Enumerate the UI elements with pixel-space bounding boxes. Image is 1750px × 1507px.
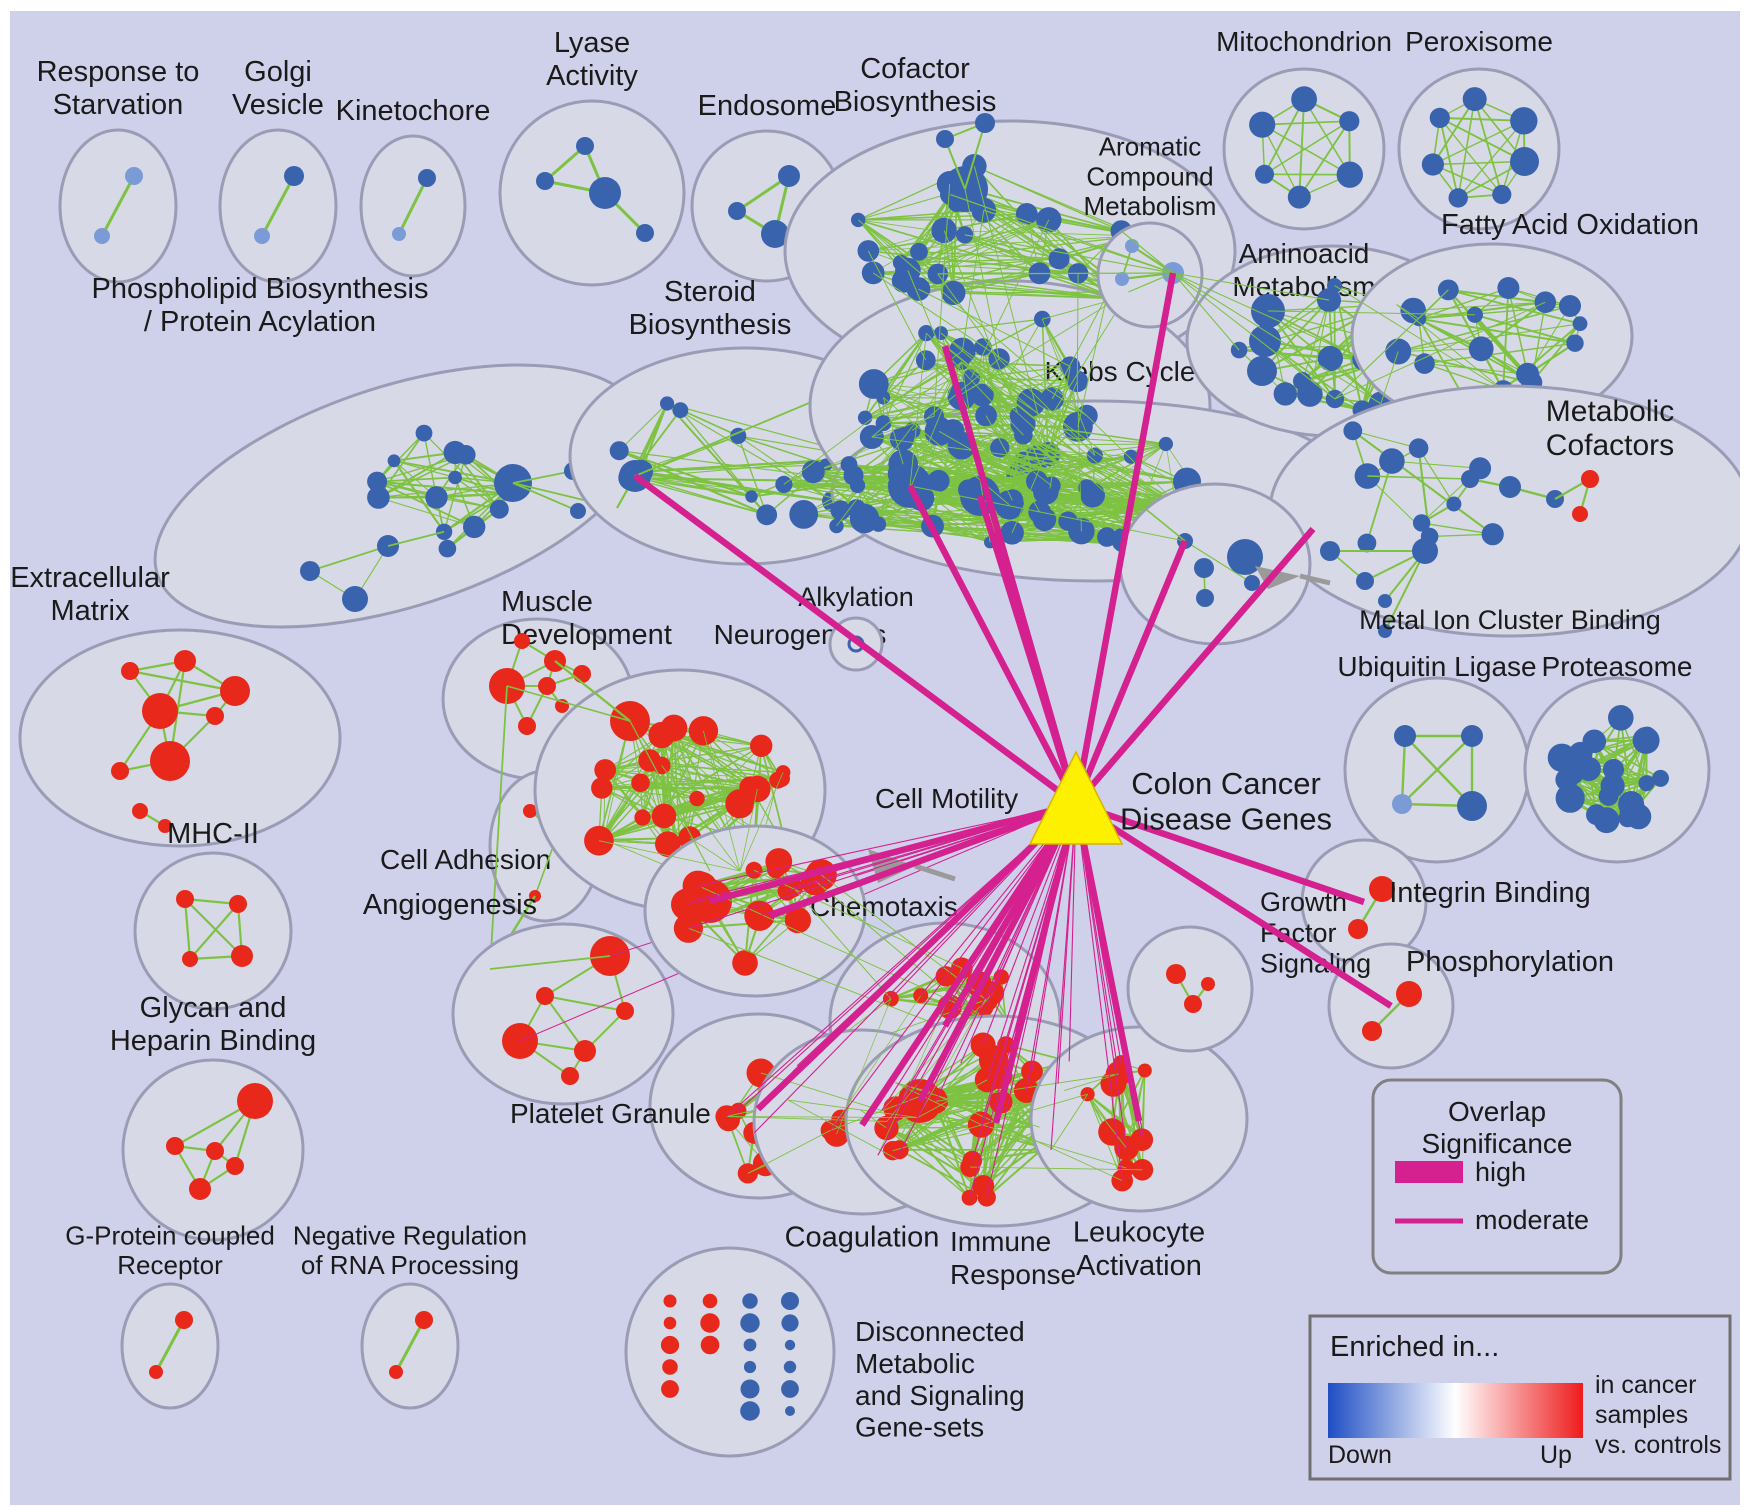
svg-text:vs. controls: vs. controls	[1595, 1431, 1721, 1459]
svg-text:Immune: Immune	[950, 1226, 1051, 1257]
svg-text:Mitochondrion: Mitochondrion	[1216, 26, 1392, 57]
svg-text:Proteasome: Proteasome	[1542, 651, 1693, 682]
svg-text:Enriched in...: Enriched in...	[1330, 1331, 1499, 1363]
svg-text:in cancer: in cancer	[1595, 1371, 1696, 1399]
svg-text:Aminoacid: Aminoacid	[1239, 238, 1370, 269]
svg-text:Down: Down	[1328, 1441, 1392, 1469]
svg-text:Fatty Acid Oxidation: Fatty Acid Oxidation	[1441, 209, 1699, 241]
svg-text:Angiogenesis: Angiogenesis	[363, 889, 537, 921]
svg-text:Phosphorylation: Phosphorylation	[1406, 946, 1614, 978]
svg-text:Metal Ion Cluster Binding: Metal Ion Cluster Binding	[1359, 605, 1661, 635]
svg-text:Endosome: Endosome	[698, 90, 837, 122]
svg-text:Platelet Granule: Platelet Granule	[510, 1098, 711, 1129]
svg-text:high: high	[1475, 1157, 1526, 1187]
svg-text:Kinetochore: Kinetochore	[336, 95, 491, 127]
svg-text:moderate: moderate	[1475, 1205, 1589, 1235]
svg-text:Cell Adhesion: Cell Adhesion	[380, 844, 551, 875]
svg-text:Phospholipid Biosynthesis/ Pro: Phospholipid Biosynthesis / Protein Acyla…	[92, 273, 429, 338]
svg-text:Response: Response	[950, 1259, 1076, 1290]
svg-text:Ubiquitin Ligase: Ubiquitin Ligase	[1337, 651, 1536, 682]
svg-text:Coagulation: Coagulation	[785, 1222, 940, 1254]
svg-text:Muscle: Muscle	[501, 586, 593, 618]
svg-text:Peroxisome: Peroxisome	[1405, 26, 1553, 57]
svg-text:Integrin Binding: Integrin Binding	[1389, 877, 1591, 909]
svg-text:samples: samples	[1595, 1401, 1688, 1429]
svg-text:Up: Up	[1540, 1441, 1572, 1469]
svg-text:MHC-II: MHC-II	[167, 818, 259, 850]
svg-text:Cell Motility: Cell Motility	[875, 783, 1018, 814]
